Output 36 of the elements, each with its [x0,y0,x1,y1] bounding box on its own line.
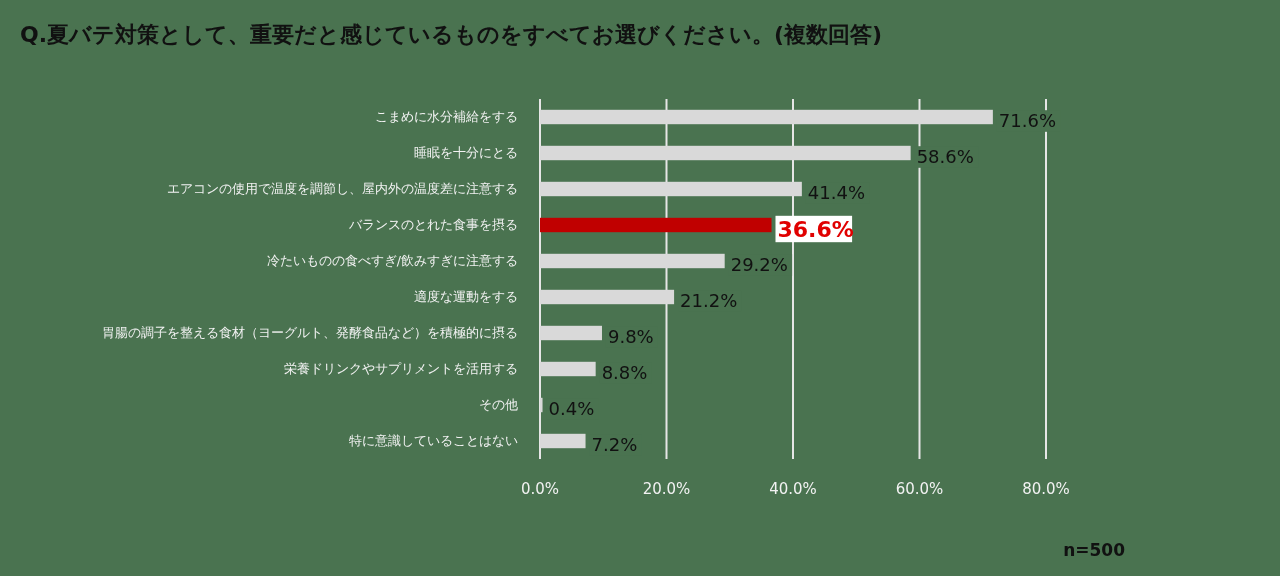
bar [540,325,602,341]
data-label: 21.2% [680,290,738,312]
bar [540,433,586,449]
data-label: 8.8% [601,362,648,384]
data-label: 7.2% [591,434,638,456]
y-tick-label: 胃腸の調子を整える食材（ヨーグルト、発酵食品など）を積極的に摂る [102,325,518,341]
bar [540,181,802,197]
bar [540,253,725,269]
chart-title: Q.夏バテ対策として、重要だと感じているものをすべてお選びください。(複数回答) [20,22,883,47]
data-label: 9.8% [607,326,654,348]
x-tick-label: 20.0% [642,480,691,498]
y-tick-label: 栄養ドリンクやサプリメントを活用する [284,361,518,377]
x-tick-label: 60.0% [895,480,944,498]
bar [540,397,543,413]
bar [540,109,993,125]
bar [540,145,911,161]
y-tick-label: 適度な運動をする [414,289,518,305]
data-label: 29.2% [730,254,788,276]
data-label: 0.4% [548,398,595,420]
bar [540,217,772,233]
x-tick-label: 40.0% [769,480,817,498]
data-label: 71.6% [998,110,1057,132]
y-tick-label: その他 [479,397,518,413]
y-tick-label: こまめに水分補給をする [375,109,518,125]
x-tick-label: 80.0% [1022,480,1070,498]
bar [540,289,675,305]
data-label: 58.6% [916,146,974,168]
bar [540,361,596,377]
y-tick-label: 睡眠を十分にとる [414,145,518,161]
y-tick-label: 特に意識していることはない [349,433,518,449]
x-tick-label: 0.0% [520,480,560,498]
y-tick-label: エアコンの使用で温度を調節し、屋内外の温度差に注意する [167,181,518,197]
data-label: 41.4% [807,182,866,204]
y-tick-label: 冷たいものの食べすぎ/飲みすぎに注意する [266,253,518,269]
y-tick-label: バランスのとれた食事を摂る [348,217,518,233]
text: n=500 [1063,540,1126,560]
